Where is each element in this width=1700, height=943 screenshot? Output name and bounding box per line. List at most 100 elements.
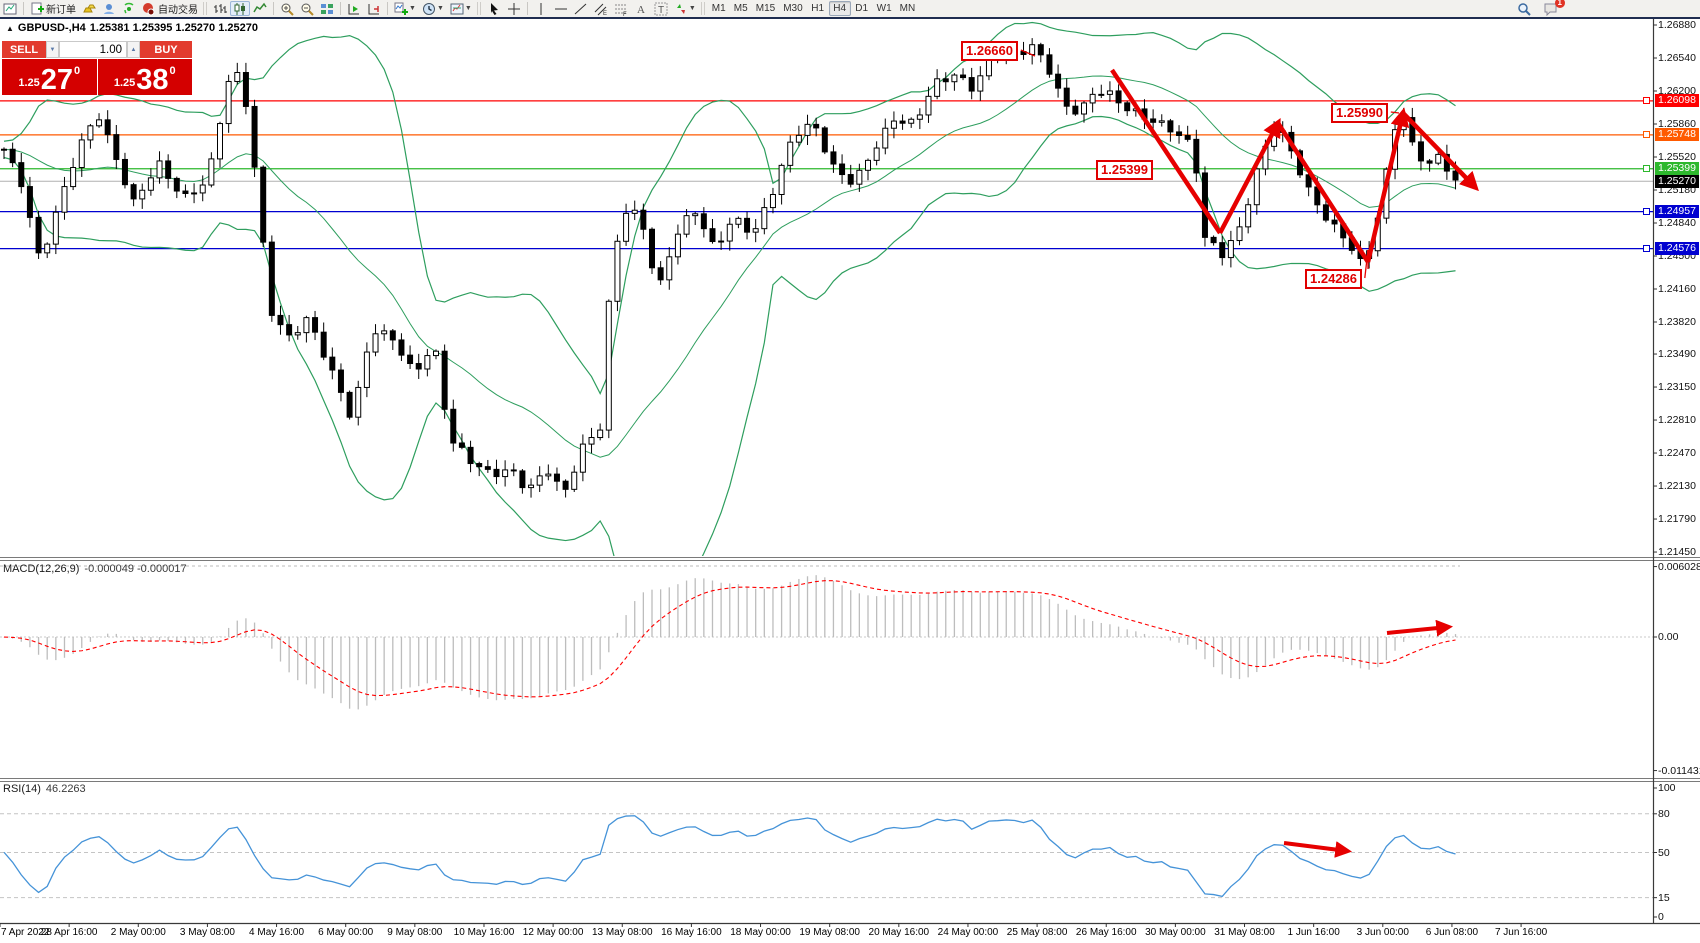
auto-trading-label: 自动交易 (158, 5, 198, 16)
price-tick-label: 1.22470 (1658, 447, 1696, 460)
gold-button[interactable] (79, 1, 99, 16)
time-axis-label: 31 May 08:00 (1214, 927, 1275, 938)
volume-input[interactable]: 1.00 (59, 41, 127, 58)
zoom-out-button[interactable] (297, 1, 317, 16)
time-axis-label: 20 May 16:00 (868, 927, 930, 938)
hline-end-marker[interactable] (1643, 165, 1650, 173)
hline-end-marker[interactable] (1643, 97, 1650, 105)
community-button[interactable] (99, 1, 119, 16)
hline-price-flag: 1.25748 (1655, 128, 1699, 142)
search-button[interactable] (1514, 1, 1534, 16)
chart-window-icon[interactable] (0, 1, 20, 16)
clock-icon (422, 2, 436, 16)
hline-end-marker[interactable] (1643, 245, 1650, 253)
timeframe-m5[interactable]: M5 (733, 3, 748, 14)
timeframe-w1[interactable]: W1 (876, 3, 892, 14)
trend-arrow-segment (1365, 107, 1410, 263)
volume-decrease-button[interactable]: ▼ (46, 41, 59, 58)
fibonacci-button[interactable]: F (611, 1, 631, 16)
text-icon: A (634, 2, 648, 16)
hline-end-marker[interactable] (1643, 208, 1650, 216)
periods-button[interactable]: ▼ (419, 1, 447, 16)
price-tick-label: 1.22810 (1658, 414, 1696, 427)
text-label-icon: T (654, 2, 668, 16)
chart-annotation-label[interactable]: 1.24286 (1305, 269, 1362, 289)
auto-scroll-button[interactable] (344, 1, 364, 16)
time-axis-label: 30 May 00:00 (1145, 927, 1206, 938)
chart-shift-button[interactable] (364, 1, 384, 16)
svg-text:A: A (637, 4, 645, 16)
price-tick-label: 1.24840 (1658, 217, 1696, 229)
gold-icon (82, 2, 96, 16)
auto-trading-icon (142, 2, 156, 16)
trendline-button[interactable] (571, 1, 591, 16)
chart-title: ▲ GBPUSD-,H4 1.25381 1.25395 1.25270 1.2… (6, 22, 258, 34)
timeframe-m15[interactable]: M15 (755, 3, 776, 14)
trend-arrow-segment (1401, 111, 1479, 192)
time-axis-label: 7 Jun 16:00 (1494, 927, 1548, 938)
chart-symbol-period: GBPUSD-,H4 (17, 22, 86, 34)
indicators-button[interactable]: ▼ (391, 1, 419, 16)
timeframe-m1[interactable]: M1 (711, 3, 726, 14)
tile-windows-button[interactable] (317, 1, 337, 16)
rsi-pane (0, 813, 1653, 899)
crosshair-button[interactable] (504, 1, 524, 16)
time-axis-label: 13 May 08:00 (591, 927, 653, 938)
buy-price[interactable]: 1.25 38 0 (97, 59, 192, 95)
horizontal-line-button[interactable] (551, 1, 571, 16)
horizontal-line-icon (554, 2, 568, 16)
templates-button[interactable]: ▼ (447, 1, 475, 16)
text-label-button[interactable]: T (651, 1, 671, 16)
arrows-button[interactable]: ▼ (671, 1, 699, 16)
macd-pane (0, 565, 1653, 710)
time-axis-label: 16 May 16:00 (661, 927, 722, 938)
text-button[interactable]: A (631, 1, 651, 16)
sell-button[interactable]: SELL (2, 41, 46, 58)
hline-price-flag: 1.26098 (1655, 94, 1699, 108)
notifications-button[interactable]: 1 (1540, 0, 1565, 16)
candlestick-chart-button[interactable] (230, 1, 250, 16)
volume-increase-button[interactable]: ▲ (127, 41, 140, 58)
template-icon (450, 2, 464, 16)
timeframe-toolbar: M1 M5 M15 M30 H1 H4 D1 W1 MN (708, 1, 919, 16)
bar-chart-button[interactable] (210, 1, 230, 16)
candlestick-icon (233, 2, 247, 16)
timeframe-mn[interactable]: MN (899, 3, 916, 14)
time-axis-label: 19 May 08:00 (799, 927, 860, 938)
window-border (0, 17, 1700, 19)
buy-button[interactable]: BUY (140, 41, 192, 58)
timeframe-h1[interactable]: H1 (811, 3, 825, 14)
trend-arrow-segment (1110, 68, 1222, 235)
macd-scale-label: 0.00 (1658, 631, 1679, 643)
line-chart-button[interactable] (250, 1, 270, 16)
symbol-marker-icon: ▲ (6, 23, 14, 33)
new-order-label: 新订单 (46, 5, 76, 16)
equidistant-channel-button[interactable]: E (591, 1, 611, 16)
timeframe-m30[interactable]: M30 (783, 3, 803, 14)
rsi-level-label: 50 (1658, 846, 1670, 859)
current-price-flag: 1.25270 (1655, 174, 1699, 188)
chart-annotation-label[interactable]: 1.25990 (1331, 103, 1388, 123)
zoom-in-button[interactable] (277, 1, 297, 16)
time-axis-label: 4 May 16:00 (249, 927, 305, 938)
chart-annotation-label[interactable]: 1.26660 (961, 41, 1018, 61)
rsi-label: RSI(14) 46.2263 (3, 783, 86, 795)
timeframe-h4[interactable]: H4 (828, 1, 851, 16)
vertical-line-button[interactable] (531, 1, 551, 16)
hline-end-marker[interactable] (1643, 131, 1650, 139)
macd-scale-label: -0.011431 (1658, 764, 1700, 777)
time-axis-label: 25 May 08:00 (1006, 927, 1068, 938)
one-click-trading-panel: SELL ▼ 1.00 ▲ BUY 1.25 27 0 1.25 38 0 (2, 41, 192, 95)
timeframe-d1[interactable]: D1 (855, 3, 869, 14)
trend-arrow-segment (1276, 121, 1370, 264)
time-axis-label: 24 May 00:00 (937, 927, 999, 938)
sell-price[interactable]: 1.25 27 0 (2, 59, 97, 95)
auto-trading-button[interactable]: 自动交易 (139, 1, 201, 16)
cursor-button[interactable] (484, 1, 504, 16)
signals-button[interactable] (119, 1, 139, 16)
chart-annotation-label[interactable]: 1.25399 (1096, 160, 1153, 180)
tile-windows-icon (320, 2, 334, 16)
new-order-button[interactable]: 新订单 (27, 1, 79, 16)
